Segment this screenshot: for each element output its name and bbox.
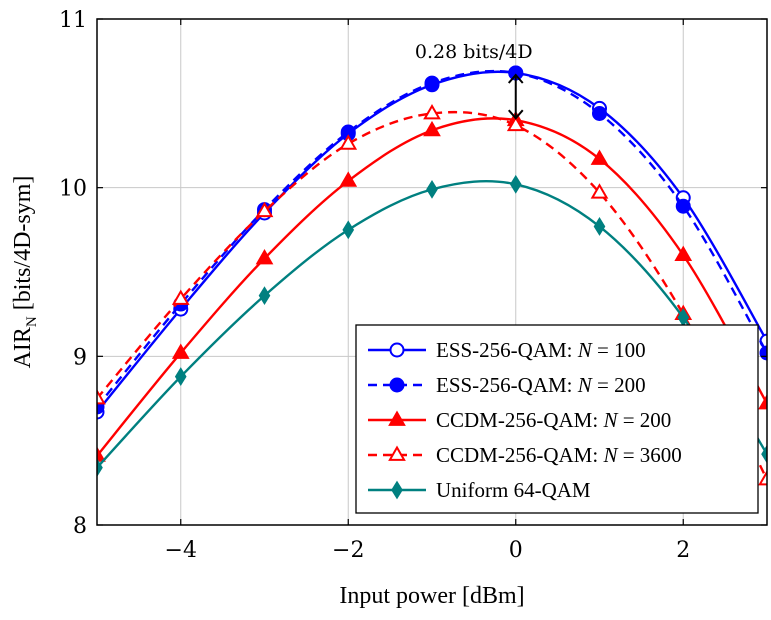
legend-marker-1 [389, 377, 405, 393]
series-2 [97, 110, 767, 462]
legend-label-var-1: N [577, 373, 593, 397]
data-point-s4-0 [97, 458, 103, 478]
annotation-arrowhead-bottom [507, 109, 524, 120]
data-point-s2-1 [171, 343, 190, 359]
data-point-s3-1 [171, 289, 190, 305]
x-tick-label-2: 0 [509, 538, 523, 563]
legend-label-0: ESS-256-QAM: N = 100 [436, 338, 646, 362]
legend-label-1: ESS-256-QAM: N = 200 [436, 373, 646, 397]
data-point-s4-8 [761, 444, 767, 464]
legend-label-value-3: = 3600 [617, 443, 681, 467]
annotation-label: 0.28 bits/4D [415, 41, 533, 63]
legend-label-value-1: = 200 [592, 373, 646, 397]
x-tick-label-3: 2 [676, 538, 690, 563]
legend-label-prefix-1: ESS-256-QAM: [436, 373, 578, 397]
legend-label-prefix-3: CCDM-256-QAM: [436, 443, 603, 467]
y-axis-title: AIRN [bits/4D-sym] [10, 176, 40, 369]
data-point-s3-4 [423, 103, 441, 120]
legend-marker-3 [388, 445, 406, 461]
data-point-s4-2 [258, 286, 271, 306]
data-point-s3-8 [758, 469, 767, 486]
data-point-s3-6 [590, 183, 609, 199]
data-point-s3-5 [506, 115, 525, 132]
legend-label-prefix-4: Uniform 64-QAM [436, 478, 591, 502]
data-point-s4-4 [426, 179, 438, 199]
data-point-s2-8 [758, 394, 767, 410]
series-group [97, 65, 767, 486]
legend-marker-2 [388, 410, 406, 426]
data-point-s4-6 [593, 217, 606, 236]
data-point-s3-2 [255, 201, 274, 218]
data-point-s1-6 [592, 105, 607, 121]
y-axis-title-main: AIR [10, 327, 36, 368]
data-point-s4-5 [509, 174, 522, 194]
y-tick-label-3: 11 [59, 8, 87, 33]
legend-label-var-0: N [577, 338, 593, 362]
series-4 [97, 174, 767, 478]
legend-label-prefix-0: ESS-256-QAM: [436, 338, 578, 362]
legend-label-var-2: N [602, 408, 618, 432]
data-point-s3-0 [97, 388, 106, 405]
annotation-group: 0.28 bits/4D [415, 41, 533, 120]
data-point-s2-4 [423, 120, 441, 137]
legend-label-prefix-2: CCDM-256-QAM: [436, 408, 603, 432]
legend-label-value-2: = 200 [617, 408, 671, 432]
data-point-s2-3 [339, 171, 358, 187]
x-axis-title: Input power [dBm] [339, 583, 524, 609]
data-point-s1-4 [424, 75, 440, 91]
legend-label-3: CCDM-256-QAM: N = 3600 [436, 443, 682, 467]
plot-frame [96, 18, 768, 526]
data-point-s2-6 [590, 149, 609, 165]
data-point-s2-2 [255, 249, 274, 265]
legend-label-value-0: = 100 [592, 338, 646, 362]
legend-label-var-3: N [602, 443, 618, 467]
legend-label-4: Uniform 64-QAM [436, 478, 591, 502]
legend-label-2: CCDM-256-QAM: N = 200 [436, 408, 671, 432]
data-point-s2-0 [97, 446, 106, 462]
y-tick-label-0: 8 [73, 514, 87, 539]
axes: −4 −2 0 2 8 9 10 11 [59, 8, 768, 563]
data-point-s2-7 [674, 245, 693, 262]
y-axis-title-unit: [bits/4D-sym] [10, 176, 36, 317]
data-point-s3-3 [339, 134, 358, 150]
legend-marker-0 [389, 342, 405, 358]
y-axis-title-subscript: N [24, 316, 40, 327]
legend-marker-4 [391, 480, 403, 500]
data-point-s4-1 [174, 367, 187, 386]
x-tick-label-1: −2 [332, 538, 364, 563]
data-point-s4-3 [342, 220, 355, 240]
x-tick-label-0: −4 [165, 538, 197, 563]
data-point-s1-7 [675, 198, 691, 214]
y-tick-label-2: 10 [59, 177, 87, 202]
annotation-arrowhead-top [507, 73, 524, 84]
y-tick-label-1: 9 [73, 345, 87, 370]
